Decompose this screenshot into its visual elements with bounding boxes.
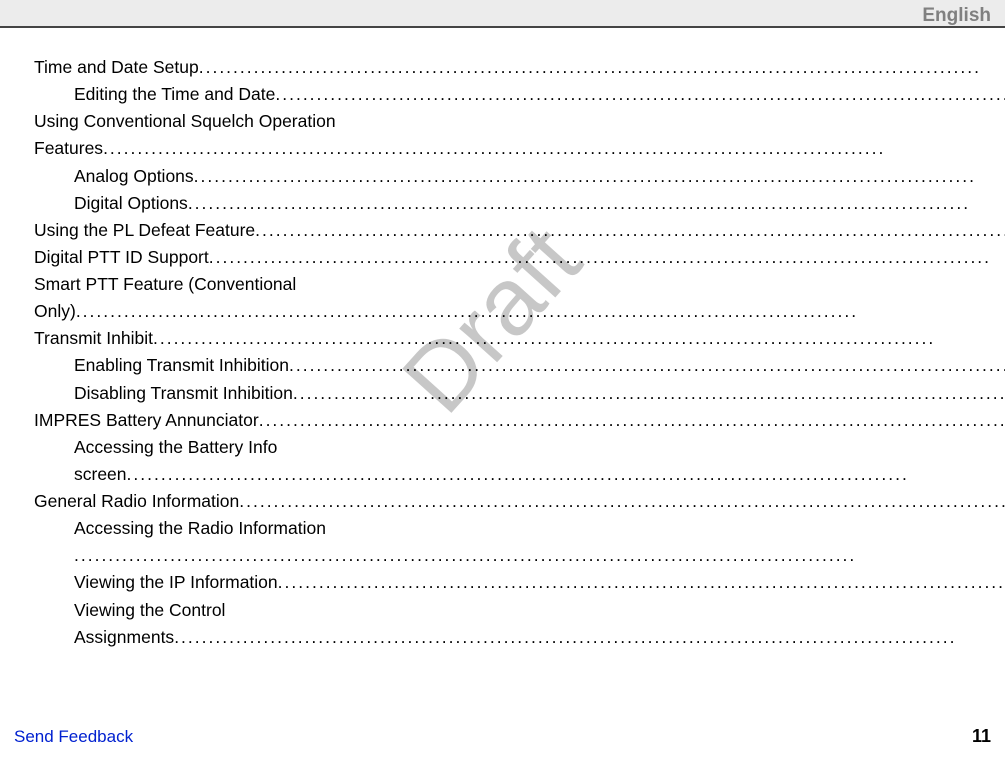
toc-entry: Editing the Time and Date191 xyxy=(34,81,1005,108)
toc-text: Transmit Inhibit xyxy=(34,325,153,352)
toc-entry: General Radio Information196 xyxy=(34,488,1005,515)
toc-entry: Enabling Transmit Inhibition194 xyxy=(34,352,1005,379)
toc-text: Accessing the Radio Information xyxy=(74,515,1005,542)
toc-entry: Using the PL Defeat Feature192 xyxy=(34,217,1005,244)
toc-dots xyxy=(153,325,1005,352)
toc-text: Digital Options xyxy=(74,190,188,217)
toc-text: General Radio Information xyxy=(34,488,239,515)
toc-text: Accessing the Battery Info xyxy=(74,434,1005,461)
toc-dots xyxy=(239,488,1005,515)
toc-entry: Digital Options192 xyxy=(34,190,1005,217)
toc-entry: Accessing the Radio Information196 xyxy=(34,515,1005,569)
toc-dots xyxy=(188,190,1005,217)
toc-dots xyxy=(255,217,1005,244)
toc-text: Using the PL Defeat Feature xyxy=(34,217,255,244)
toc-line: 196 xyxy=(74,542,1005,569)
page-number: 11 xyxy=(972,726,991,747)
toc-dots xyxy=(259,407,1005,434)
toc-entry: Viewing the ControlAssignments198 xyxy=(34,597,1005,651)
top-bar xyxy=(0,0,1005,28)
toc-text: Viewing the IP Information xyxy=(74,569,278,596)
toc-entry: Using Conventional Squelch OperationFeat… xyxy=(34,108,1005,162)
toc-entry: Disabling Transmit Inhibition195 xyxy=(34,380,1005,407)
toc-dots xyxy=(293,380,1005,407)
toc-dots xyxy=(289,352,1005,379)
toc-text: Time and Date Setup xyxy=(34,54,199,81)
toc-line: Only)193 xyxy=(34,298,1005,325)
toc-entry: Digital PTT ID Support193 xyxy=(34,244,1005,271)
toc-dots xyxy=(199,54,1005,81)
toc-line: Features192 xyxy=(34,135,1005,162)
toc-text: Enabling Transmit Inhibition xyxy=(74,352,289,379)
language-label: English xyxy=(922,5,991,27)
send-feedback-link[interactable]: Send Feedback xyxy=(14,727,133,747)
toc-dots xyxy=(76,298,1005,325)
toc-entry: Transmit Inhibit194 xyxy=(34,325,1005,352)
toc-text: Only) xyxy=(34,298,76,325)
toc-line: Assignments198 xyxy=(74,624,1005,651)
toc-dots xyxy=(278,569,1005,596)
toc-left-column: Time and Date Setup190Editing the Time a… xyxy=(34,54,1005,711)
toc-text: Features xyxy=(34,135,103,162)
toc-text: screen xyxy=(74,461,127,488)
toc-entry: Smart PTT Feature (ConventionalOnly)193 xyxy=(34,271,1005,325)
toc-entry: Analog Options192 xyxy=(34,163,1005,190)
toc-content: Time and Date Setup190Editing the Time a… xyxy=(34,54,971,711)
toc-dots xyxy=(194,163,1005,190)
toc-dots xyxy=(209,244,1005,271)
toc-dots xyxy=(275,81,1005,108)
toc-text: Editing the Time and Date xyxy=(74,81,275,108)
toc-entry: IMPRES Battery Annunciator195 xyxy=(34,407,1005,434)
toc-line: screen196 xyxy=(74,461,1005,488)
toc-entry: Time and Date Setup190 xyxy=(34,54,1005,81)
toc-dots xyxy=(74,542,1005,569)
toc-text: IMPRES Battery Annunciator xyxy=(34,407,259,434)
toc-dots xyxy=(174,624,1005,651)
toc-entry: Accessing the Battery Infoscreen196 xyxy=(34,434,1005,488)
toc-text: Analog Options xyxy=(74,163,194,190)
toc-text: Disabling Transmit Inhibition xyxy=(74,380,293,407)
toc-dots xyxy=(103,135,1005,162)
toc-text: Smart PTT Feature (Conventional xyxy=(34,271,1005,298)
toc-dots xyxy=(127,461,1005,488)
toc-text: Using Conventional Squelch Operation xyxy=(34,108,1005,135)
toc-text: Assignments xyxy=(74,624,174,651)
toc-text: Digital PTT ID Support xyxy=(34,244,209,271)
toc-entry: Viewing the IP Information197 xyxy=(34,569,1005,596)
toc-text: Viewing the Control xyxy=(74,597,1005,624)
